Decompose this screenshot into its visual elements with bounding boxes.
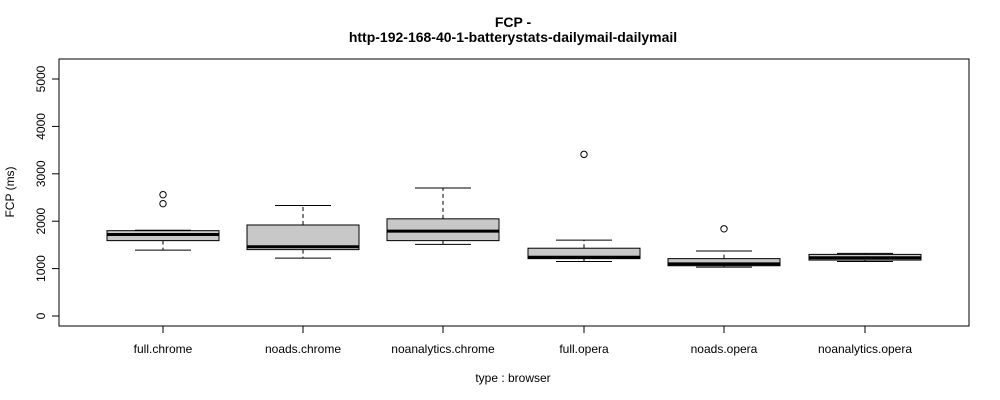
boxes-group	[106, 150, 922, 268]
chart-title-line2: http-192-168-40-1-batterystats-dailymail…	[349, 29, 677, 45]
box-full.chrome	[106, 190, 220, 251]
y-tick-label: 1000	[34, 255, 48, 282]
box-noanalytics.opera	[808, 252, 922, 262]
box-full.opera	[527, 150, 641, 262]
x-tick-label: noanalytics.chrome	[391, 342, 495, 356]
y-tick-label: 5000	[34, 65, 48, 92]
outlier-point	[159, 190, 167, 199]
y-tick-label: 2000	[34, 208, 48, 235]
outlier-point	[580, 150, 588, 159]
box-noads.opera	[667, 225, 781, 268]
x-axis-label: type : browser	[475, 371, 550, 385]
x-tick-label: noads.opera	[691, 342, 758, 356]
x-tick-label: noanalytics.opera	[818, 342, 912, 356]
plot-frame	[58, 58, 970, 327]
y-tick-label: 4000	[34, 113, 48, 140]
x-tick-label: full.chrome	[134, 342, 193, 356]
x-axis: full.chrome noads.chrome noanalytics.chrom…	[134, 325, 912, 356]
iqr-box	[667, 258, 781, 267]
outlier-point	[720, 225, 728, 233]
x-tick-label: noads.chrome	[265, 342, 341, 356]
y-axis: 0 1000 2000 3000 4000 5000	[34, 65, 60, 319]
y-tick-label: 0	[34, 312, 48, 319]
y-tick-label: 3000	[34, 160, 48, 187]
chart-title-line1: FCP -	[495, 14, 532, 30]
box-noanalytics.chrome	[386, 187, 500, 245]
y-axis-label: FCP (ms)	[3, 166, 17, 217]
box-noads.chrome	[246, 205, 360, 259]
outlier-point	[159, 199, 167, 208]
x-tick-label: full.opera	[559, 342, 609, 356]
